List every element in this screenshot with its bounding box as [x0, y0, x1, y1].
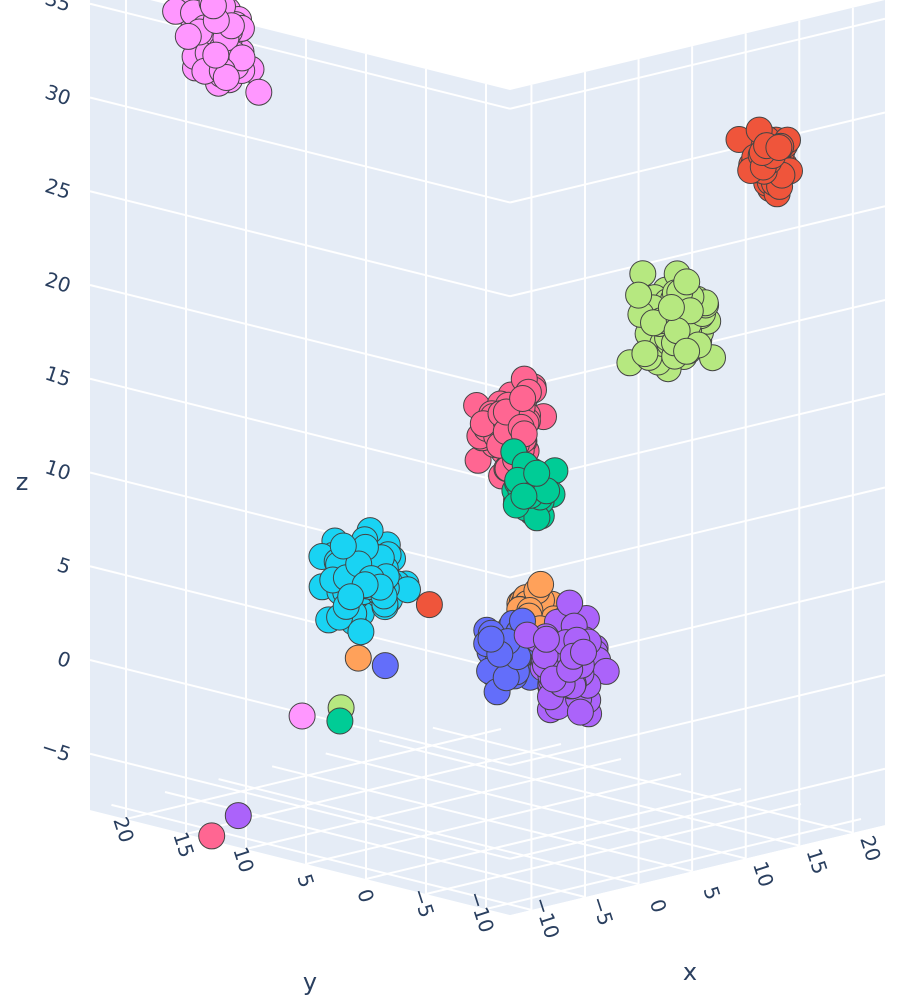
gridline-z	[89, 377, 511, 485]
data-point	[198, 822, 226, 850]
data-point	[556, 589, 584, 617]
data-point	[344, 644, 372, 672]
gridline-z	[89, 471, 511, 579]
data-point	[625, 281, 653, 309]
x-tick-label: 20	[855, 833, 886, 865]
gridline-z	[89, 284, 511, 391]
z-tick-label: 15	[42, 361, 74, 392]
data-point	[329, 532, 357, 560]
markers	[162, 0, 803, 850]
gridline-z	[509, 17, 886, 110]
data-point	[212, 64, 240, 91]
gridline-y	[125, 728, 502, 820]
y-tick-label: 5	[292, 871, 319, 891]
data-point	[570, 638, 597, 666]
z-tick-label: 30	[42, 80, 74, 111]
gridline-y	[365, 788, 742, 880]
data-point	[224, 802, 252, 830]
data-point	[673, 337, 701, 365]
data-point	[326, 707, 354, 735]
z-tick-label: 5	[54, 552, 74, 579]
gridline-z	[89, 565, 511, 673]
floor-plane	[90, 720, 885, 915]
gridline-y	[485, 818, 862, 910]
gridline-z	[89, 190, 511, 298]
gridline-x	[271, 765, 693, 873]
gridline-y	[425, 803, 802, 895]
data-point	[174, 22, 202, 50]
data-point	[371, 652, 399, 680]
gridlines	[89, 0, 886, 911]
x-tick-label: −5	[586, 893, 618, 928]
z-tick-label: 35	[42, 0, 74, 17]
gridline-z	[509, 392, 886, 485]
data-point	[532, 625, 560, 653]
data-point	[245, 78, 273, 106]
x-tick-label: 15	[802, 845, 833, 877]
gridline-z	[509, 674, 886, 766]
gridline-x	[379, 739, 800, 847]
data-point	[199, 0, 227, 20]
z-tick-label: −5	[38, 735, 73, 767]
gridline-z	[89, 2, 511, 110]
gridline-z	[509, 486, 886, 579]
data-point	[765, 134, 793, 161]
data-point	[202, 41, 230, 69]
data-point	[288, 702, 316, 730]
data-point	[631, 340, 659, 368]
x-tick-label: 10	[748, 858, 779, 890]
gridline-z	[509, 111, 886, 204]
gridline-z	[89, 752, 511, 860]
z-tick-label: 10	[42, 455, 74, 486]
gridline-z	[509, 767, 886, 860]
z-axis-title: z	[16, 468, 29, 496]
x-tick-label: 5	[698, 883, 725, 903]
data-point	[527, 570, 555, 598]
z-tick-label: 20	[42, 267, 74, 298]
gridline-x	[111, 803, 532, 911]
data-point	[566, 698, 594, 726]
gridline-x	[432, 726, 854, 834]
gridline-x	[325, 752, 746, 860]
z-tick-label: 25	[42, 173, 74, 204]
data-point	[673, 268, 701, 296]
gridline-z	[509, 205, 886, 298]
gridline-y	[305, 773, 682, 865]
data-point	[477, 625, 505, 653]
gridline-x	[218, 778, 639, 886]
data-point	[657, 294, 685, 321]
data-point	[415, 591, 443, 619]
z-tick-label: 0	[54, 646, 74, 673]
data-point	[523, 459, 551, 487]
gridline-z	[89, 96, 511, 204]
data-point	[347, 618, 375, 646]
y-tick-label: 0	[352, 886, 379, 906]
data-point	[510, 482, 538, 510]
data-point	[337, 583, 365, 611]
data-point	[509, 385, 537, 412]
x-axis-title: x	[683, 958, 697, 986]
gridline-y	[245, 758, 622, 850]
x-tick-label: 0	[645, 896, 672, 916]
y-axis-title: y	[303, 968, 317, 996]
